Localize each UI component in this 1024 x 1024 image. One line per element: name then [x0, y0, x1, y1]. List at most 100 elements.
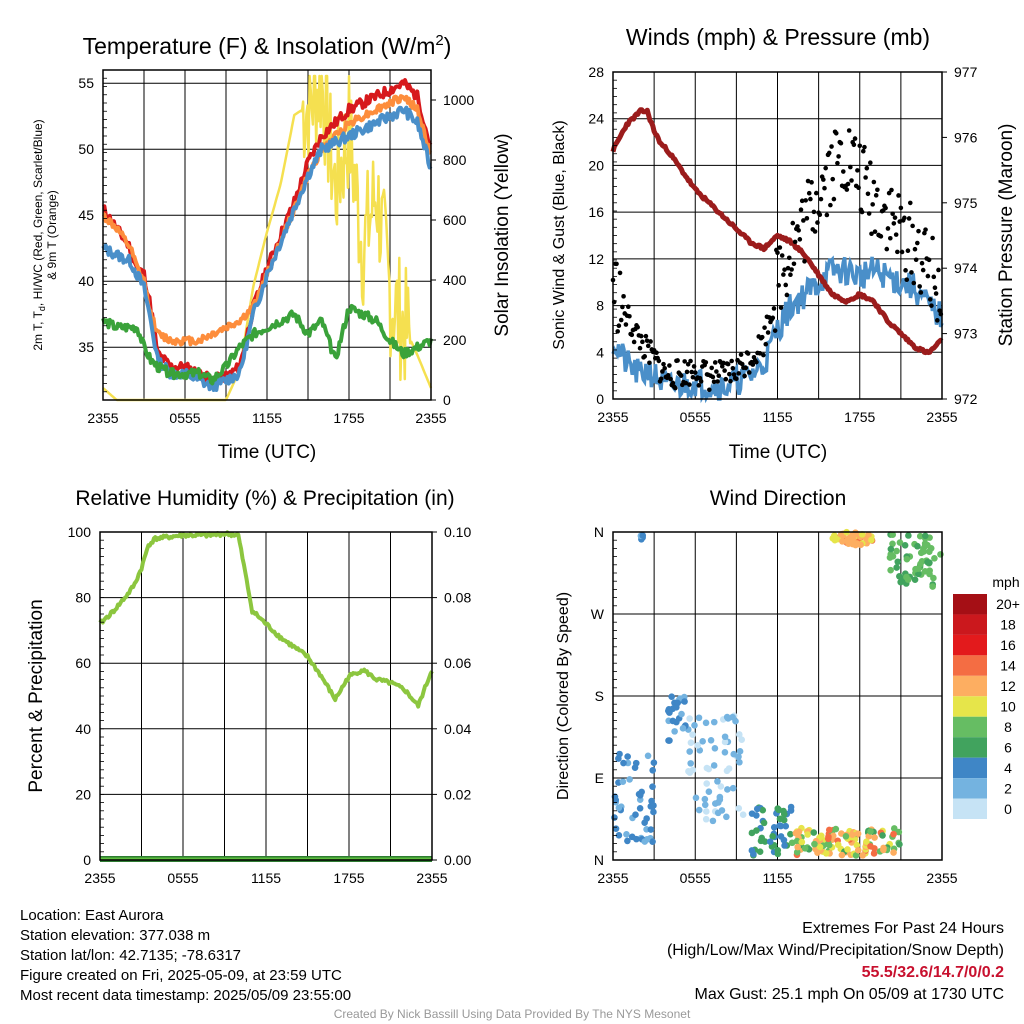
- temperature-series-line: [101, 105, 433, 392]
- colorbar-label: 6: [1004, 739, 1012, 755]
- wind-direction-panel: Wind Direction 2355 0555 1155 1755 2355 N E S W N…: [555, 487, 1020, 886]
- gust-point: [629, 332, 635, 338]
- colorbar-label: 0: [1004, 801, 1012, 817]
- direction-point: [626, 776, 633, 783]
- gust-point: [804, 216, 810, 221]
- direction-point: [689, 731, 696, 738]
- y-tick-label: 24: [588, 111, 604, 127]
- direction-point: [632, 811, 639, 819]
- y2-tick-label: 0.02: [444, 786, 471, 802]
- gust-point: [637, 345, 643, 351]
- x-tick-label: 2355: [597, 409, 628, 425]
- gust-point: [830, 176, 836, 182]
- gust-point: [818, 196, 824, 202]
- x-tick-label: 2355: [926, 409, 957, 425]
- direction-point: [854, 830, 862, 837]
- insolation-ylabel: Solar Insolation (Yellow): [492, 133, 513, 336]
- direction-point: [639, 532, 647, 539]
- gust-point: [812, 229, 818, 234]
- gust-point: [643, 333, 649, 339]
- gust-point: [857, 143, 863, 149]
- direction-point: [748, 810, 756, 817]
- gust-point: [728, 378, 733, 384]
- direction-point: [893, 564, 900, 571]
- direction-point: [696, 747, 704, 754]
- direction-point: [685, 768, 692, 775]
- gust-point: [915, 240, 920, 246]
- direction-point: [849, 531, 856, 539]
- pressure-line: [610, 107, 944, 356]
- direction-point: [612, 796, 620, 804]
- direction-point: [686, 748, 693, 755]
- y-tick-label: 50: [78, 141, 94, 157]
- direction-point: [887, 566, 894, 574]
- colorbar-swatch: [953, 778, 987, 799]
- direction-point: [705, 788, 713, 796]
- x-tick-label: 2355: [416, 870, 447, 886]
- direction-point: [896, 841, 903, 848]
- direction-point: [703, 780, 711, 787]
- gust-point: [923, 227, 928, 232]
- gust-point: [750, 362, 756, 367]
- humidity-ylabel: Percent & Precipitation: [26, 599, 47, 792]
- direction-point: [644, 752, 652, 760]
- gust-point: [903, 268, 908, 273]
- y-tick-label: 4: [596, 344, 604, 360]
- y2-tick-label: 600: [443, 212, 467, 228]
- direction-point: [774, 846, 782, 854]
- y-tick-label: 12: [588, 251, 604, 267]
- colorbar-label: 18: [1000, 617, 1016, 633]
- y-tick-label: 16: [588, 204, 604, 220]
- gust-point: [936, 267, 941, 273]
- gust-point: [759, 334, 765, 340]
- direction-point: [694, 742, 701, 749]
- direction-point: [916, 532, 924, 540]
- station-info: Location: East Aurora Station elevation:…: [20, 906, 351, 1006]
- direction-point: [926, 548, 933, 555]
- gust-point: [784, 292, 790, 298]
- location-text: Location: East Aurora: [20, 907, 164, 924]
- direction-point: [692, 794, 700, 802]
- direction-point: [725, 765, 733, 772]
- y-tick-label: 20: [588, 157, 604, 173]
- created-text: Figure created on Fri, 2025-05-09, at 23…: [20, 967, 342, 984]
- direction-point: [650, 808, 657, 816]
- direction-point: [837, 531, 845, 538]
- gust-point: [687, 382, 692, 387]
- gust-point: [623, 322, 629, 327]
- gust-point: [805, 178, 811, 184]
- gust-point: [790, 220, 796, 226]
- direction-point: [852, 541, 859, 549]
- gust-point: [902, 215, 907, 221]
- colorbar-label: 2: [1004, 780, 1012, 796]
- gust-point: [844, 187, 850, 192]
- gust-point: [838, 140, 844, 146]
- x-tick-label: 1755: [844, 409, 875, 425]
- gust-point: [809, 180, 814, 185]
- y2-tick-label: 974: [954, 260, 978, 276]
- colorbar-label: 4: [1004, 760, 1012, 776]
- direction-point: [920, 548, 928, 555]
- gust-point: [783, 282, 789, 288]
- gust-point: [872, 229, 878, 234]
- direction-point: [825, 841, 833, 849]
- direction-point: [853, 841, 861, 849]
- direction-point: [770, 823, 778, 831]
- gust-point: [778, 305, 784, 310]
- gust-point: [770, 315, 776, 321]
- gust-point: [631, 339, 637, 345]
- gust-point: [848, 164, 853, 170]
- gust-point: [831, 196, 837, 202]
- gust-point: [833, 130, 839, 136]
- gust-point: [841, 169, 846, 174]
- direction-point: [769, 833, 776, 840]
- gust-point: [662, 366, 667, 371]
- direction-point: [707, 736, 715, 744]
- credit-text: Created By Nick Bassill Using Data Provi…: [333, 1007, 691, 1021]
- gust-point: [745, 351, 751, 356]
- gust-point: [855, 168, 860, 173]
- direction-point: [895, 828, 903, 836]
- extremes-subtitle: (High/Low/Max Wind/Precipitation/Snow De…: [666, 942, 1004, 959]
- gust-point: [813, 190, 819, 196]
- wind-xlabel: Time (UTC): [729, 442, 828, 463]
